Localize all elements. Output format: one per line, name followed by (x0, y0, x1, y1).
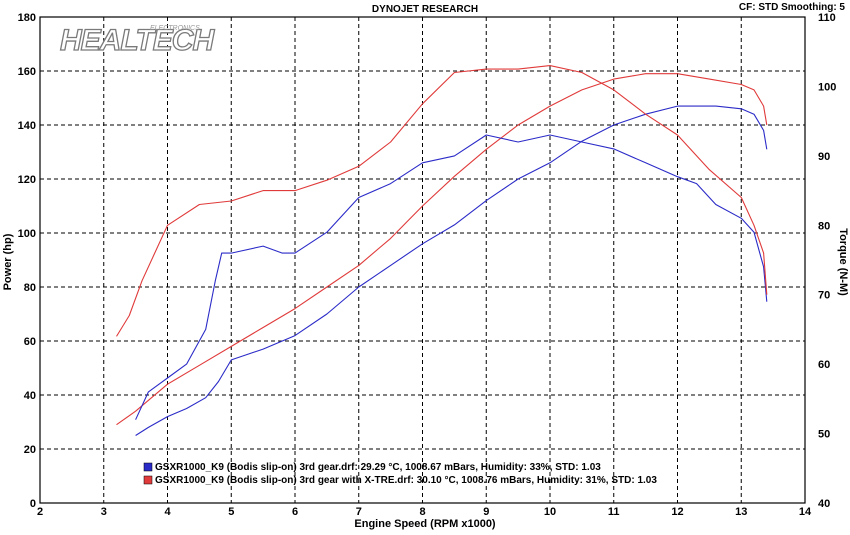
y-tick-label: 40 (24, 390, 36, 402)
x-tick-label: 12 (671, 506, 683, 518)
healtech-logo: HEALTECH ELECTRONICS (59, 23, 217, 57)
y-tick-label: 0 (30, 498, 36, 510)
y2-tick-label: 80 (818, 220, 830, 232)
series-torque-blue (135, 134, 768, 420)
y2-tick-label: 70 (818, 290, 830, 302)
y2-tick-label: 100 (818, 81, 836, 93)
x-tick-label: 4 (164, 506, 171, 518)
x-tick-label: 7 (356, 506, 362, 518)
y-tick-label: 60 (24, 336, 36, 348)
y-axis-title: Power (hp) (2, 233, 14, 290)
plot-area (39, 16, 806, 504)
y2-tick-label: 40 (818, 498, 830, 510)
chart-header-settings: CF: STD Smoothing: 5 (739, 2, 846, 13)
series-power-red (116, 73, 768, 426)
x-tick-label: 8 (419, 506, 425, 518)
y2-tick-label: 110 (818, 12, 836, 24)
y-tick-label: 180 (18, 12, 36, 24)
tick-labels: 2 3 4 5 6 7 8 9 10 11 12 13 140204060801001201401601… (18, 12, 837, 518)
x-tick-label: 3 (101, 506, 107, 518)
y-tick-label: 100 (18, 228, 36, 240)
y-tick-label: 80 (24, 282, 36, 294)
x-tick-label: 9 (483, 506, 489, 518)
x-tick-label: 10 (544, 506, 556, 518)
x-tick-label: 14 (799, 506, 812, 518)
y2-tick-label: 90 (818, 151, 830, 163)
legend-entry-red: GSXR1000_K9 (Bodis slip-on) 3rd gear wit… (155, 475, 657, 486)
chart-header-title: DYNOJET RESEARCH (372, 4, 478, 15)
legend-entry-blue: GSXR1000_K9 (Bodis slip-on) 3rd gear.drf… (155, 462, 601, 473)
y-tick-label: 140 (18, 120, 36, 132)
series-torque-red (116, 65, 768, 337)
x-tick-label: 6 (292, 506, 298, 518)
x-tick-label: 13 (735, 506, 747, 518)
y2-tick-label: 60 (818, 359, 830, 371)
logo-subtext: ELECTRONICS (150, 25, 200, 32)
gridlines (40, 17, 805, 503)
x-axis-title: Engine Speed (RPM x1000) (354, 518, 496, 530)
series-layer (116, 65, 768, 436)
series-power-blue (135, 105, 768, 436)
legend-swatch-blue (143, 462, 153, 472)
x-tick-label: 11 (608, 506, 620, 518)
legend: GSXR1000_K9 (Bodis slip-on) 3rd gear.drf… (143, 462, 657, 486)
logo-text: HEALTECH (60, 24, 215, 57)
legend-swatch-red (143, 475, 153, 485)
x-tick-label: 5 (228, 506, 234, 518)
y-tick-label: 20 (24, 444, 36, 456)
x-tick-label: 2 (37, 506, 43, 518)
y2-axis-title: Torque (N-M) (837, 228, 849, 296)
plot-frame (39, 16, 806, 504)
y-tick-label: 120 (18, 174, 36, 186)
y2-tick-label: 50 (818, 429, 830, 441)
y-tick-label: 160 (18, 66, 36, 78)
